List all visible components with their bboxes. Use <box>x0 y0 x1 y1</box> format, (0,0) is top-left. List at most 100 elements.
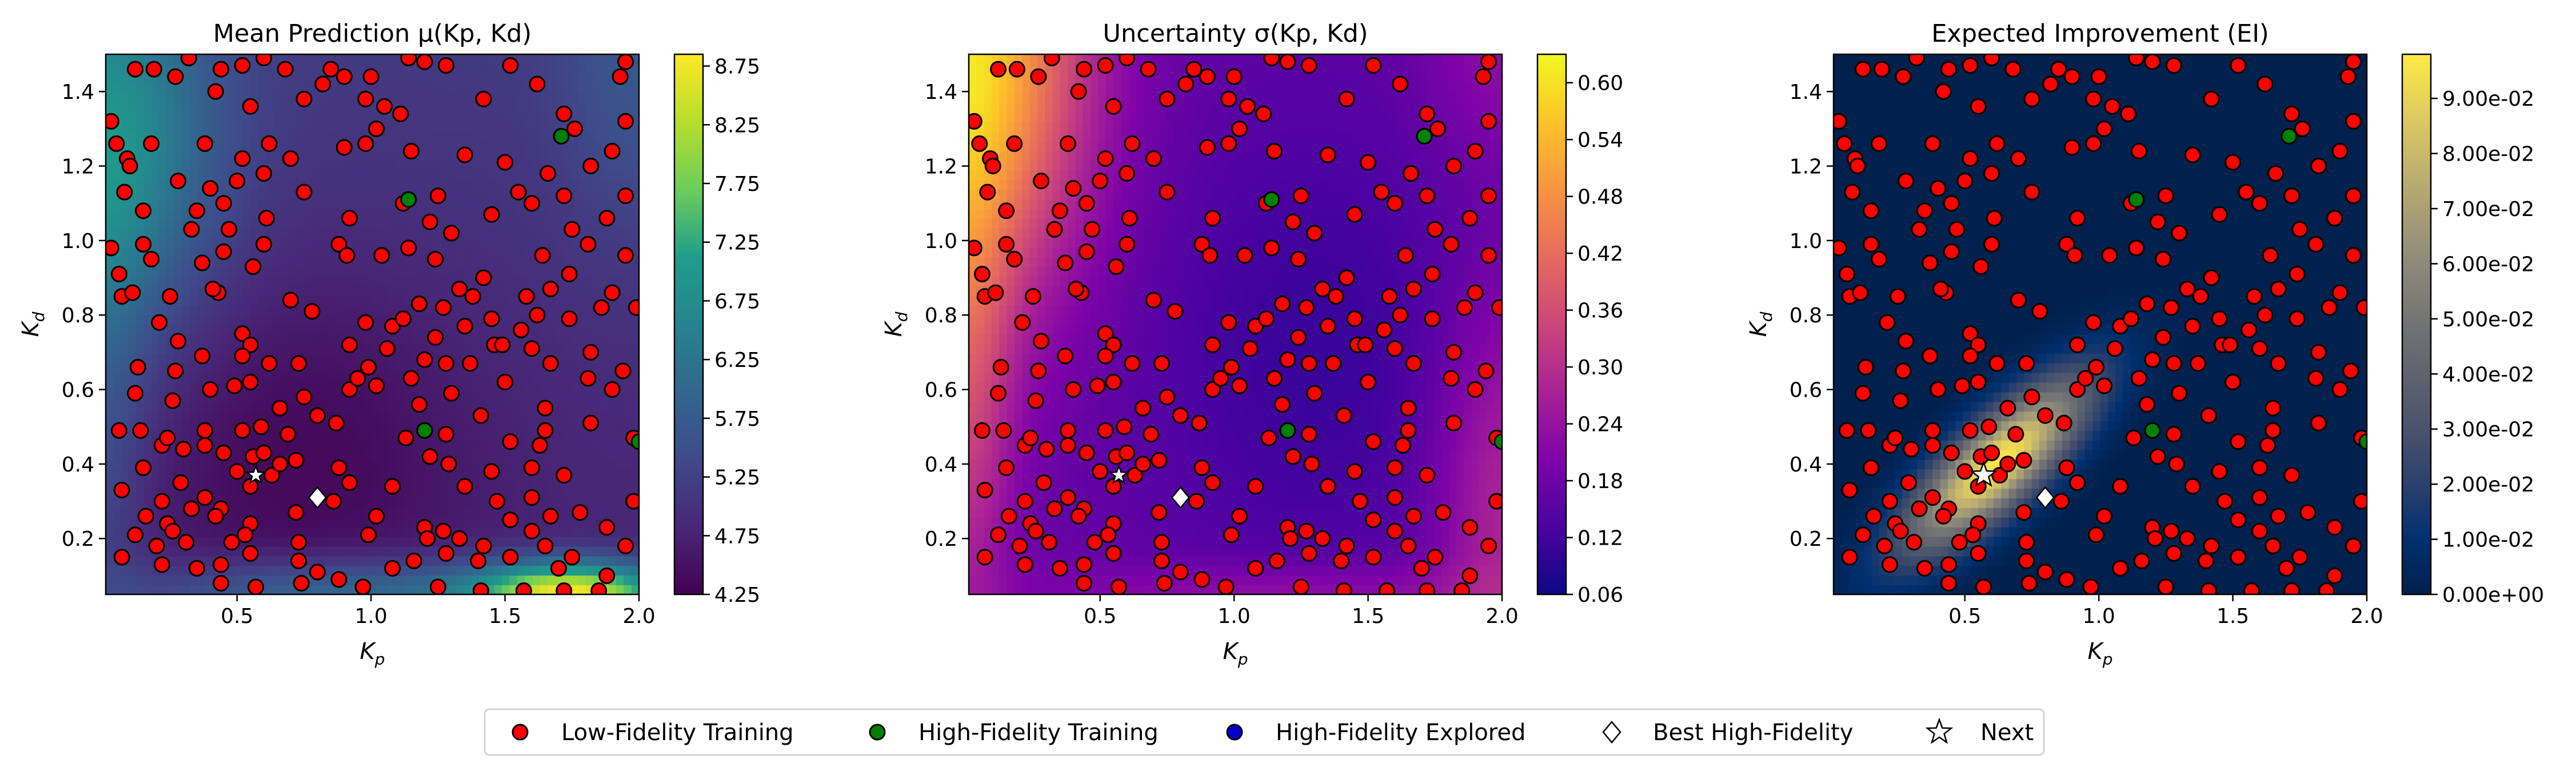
low-fidelity-point <box>1980 418 1998 436</box>
high-fidelity-point <box>2128 191 2145 208</box>
low-fidelity-point <box>1427 221 1444 238</box>
low-fidelity-point <box>1300 426 1317 443</box>
low-fidelity-point <box>1204 474 1221 491</box>
low-fidelity-point <box>1881 556 1898 573</box>
low-fidelity-point <box>1443 370 1460 387</box>
low-fidelity-point <box>1027 392 1044 409</box>
low-fidelity-point <box>263 466 281 484</box>
low-fidelity-point <box>1376 321 1393 338</box>
x-tick-label: 0.5 <box>1948 605 1981 628</box>
low-fidelity-point <box>234 422 251 439</box>
low-fidelity-point <box>1172 407 1189 424</box>
low-fidelity-point <box>1480 537 1497 554</box>
low-fidelity-point <box>1930 381 1947 398</box>
y-tick-label: 0.6 <box>1790 379 1822 402</box>
low-fidelity-point <box>1057 347 1074 365</box>
low-fidelity-point <box>566 120 583 137</box>
low-fidelity-point <box>205 281 222 298</box>
low-fidelity-point <box>523 522 540 540</box>
best-high-fidelity-marker <box>307 486 328 509</box>
low-fidelity-point <box>2240 321 2258 338</box>
low-fidelity-point <box>1314 530 1331 547</box>
low-fidelity-point <box>502 512 519 529</box>
low-fidelity-point <box>1405 281 1422 298</box>
low-fidelity-point <box>2063 68 2080 85</box>
low-fidelity-point <box>143 135 160 152</box>
low-fidelity-point <box>2299 504 2317 521</box>
low-fidelity-point <box>1303 456 1320 473</box>
legend-marker <box>1602 721 1622 744</box>
low-fidelity-point <box>242 545 259 562</box>
low-fidelity-point <box>1070 508 1087 525</box>
low-fidelity-point <box>995 422 1012 439</box>
low-fidelity-point <box>2216 493 2234 510</box>
low-fidelity-point <box>2198 552 2215 569</box>
low-fidelity-point <box>207 508 224 525</box>
low-fidelity-point <box>969 113 983 130</box>
low-fidelity-point <box>617 247 634 264</box>
low-fidelity-point <box>1204 210 1221 227</box>
low-fidelity-point <box>1076 556 1093 573</box>
low-fidelity-point <box>253 418 270 436</box>
high-fidelity-point <box>1416 127 1433 145</box>
low-fidelity-point <box>2345 54 2362 70</box>
low-fidelity-point <box>973 266 991 283</box>
low-fidelity-point <box>421 448 438 465</box>
low-fidelity-point <box>2085 314 2102 331</box>
low-fidelity-point <box>1983 444 2000 461</box>
low-fidelity-point <box>1008 61 1025 78</box>
low-fidelity-point <box>1403 165 1420 182</box>
low-fidelity-point <box>1378 582 1395 594</box>
low-fidelity-point <box>196 437 213 454</box>
colorbar-tick-label: 1.00e-02 <box>2442 529 2534 552</box>
low-fidelity-point <box>1881 493 1898 510</box>
low-fidelity-point <box>1325 355 1342 372</box>
low-fidelity-point <box>1220 135 1237 152</box>
low-fidelity-point <box>537 537 554 554</box>
colorbar-tick-label: 6.00e-02 <box>2442 253 2534 276</box>
low-fidelity-point <box>258 210 275 227</box>
low-fidelity-point <box>1257 310 1275 327</box>
low-fidelity-point <box>1193 235 1211 253</box>
low-fidelity-point <box>990 61 1007 78</box>
colorbar-tick-label: 5.25 <box>714 466 760 490</box>
low-fidelity-point <box>360 526 377 544</box>
low-fidelity-point <box>2163 299 2180 316</box>
low-fidelity-point <box>1065 381 1082 398</box>
low-fidelity-point <box>1400 537 1417 554</box>
low-fidelity-point <box>502 57 519 74</box>
low-fidelity-point <box>2036 564 2054 581</box>
low-fidelity-point <box>1089 377 1106 394</box>
low-fidelity-point <box>582 158 600 175</box>
low-fidelity-point <box>164 522 181 540</box>
low-fidelity-point <box>1335 407 1352 424</box>
next-marker <box>245 464 267 485</box>
low-fidelity-point <box>215 243 232 260</box>
low-fidelity-point <box>1970 98 1987 115</box>
low-fidelity-point <box>1274 295 1291 313</box>
low-fidelity-point <box>106 239 119 257</box>
low-fidelity-point <box>180 54 197 67</box>
low-fidelity-point <box>196 135 213 152</box>
low-fidelity-point <box>1895 362 1912 379</box>
low-fidelity-point <box>1849 158 1866 175</box>
low-fidelity-point <box>196 422 213 439</box>
low-fidelity-point <box>1956 173 1974 190</box>
low-fidelity-point <box>1084 221 1101 238</box>
low-fidelity-point <box>2147 530 2164 547</box>
low-fidelity-point <box>2069 210 2086 227</box>
low-fidelity-point <box>2184 478 2201 495</box>
low-fidelity-point <box>437 426 454 443</box>
low-fidelity-point <box>2265 422 2282 439</box>
low-fidelity-point <box>234 325 251 342</box>
low-fidelity-point <box>2251 340 2268 357</box>
low-fidelity-point <box>1395 437 1412 454</box>
low-fidelity-point <box>255 235 273 253</box>
y-tick-label: 1.4 <box>1790 81 1822 104</box>
low-fidelity-point <box>330 571 348 588</box>
low-fidelity-point <box>1043 54 1060 67</box>
low-fidelity-point <box>1346 206 1363 223</box>
low-fidelity-point <box>2087 358 2104 375</box>
colorbar-tick-label: 7.00e-02 <box>2442 198 2534 221</box>
